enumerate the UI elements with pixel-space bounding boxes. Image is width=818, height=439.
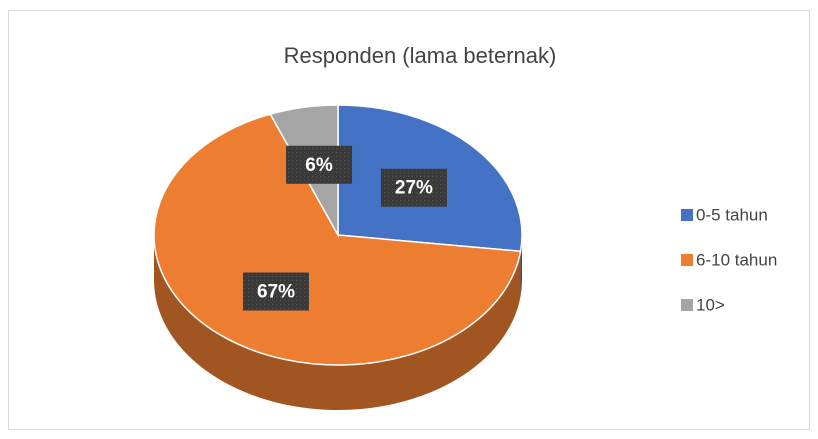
legend: 0-5 tahun 6-10 tahun 10> [681, 205, 777, 314]
data-label-box [286, 145, 353, 184]
data-labels: 27% 67% 6% [242, 145, 447, 311]
data-label: 27% [395, 178, 433, 199]
legend-label: 0-5 tahun [696, 205, 768, 224]
data-label: 67% [257, 282, 295, 303]
legend-label: 6-10 tahun [696, 250, 777, 269]
data-label-box [380, 168, 447, 207]
legend-label: 10> [696, 295, 725, 314]
legend-swatch [681, 254, 693, 266]
legend-swatch [681, 299, 693, 311]
chart-title: Responden (lama beternak) [284, 43, 557, 68]
data-label: 6% [305, 155, 333, 176]
data-label-box [242, 272, 309, 311]
slice-side [154, 235, 521, 411]
legend-swatch [681, 209, 693, 221]
